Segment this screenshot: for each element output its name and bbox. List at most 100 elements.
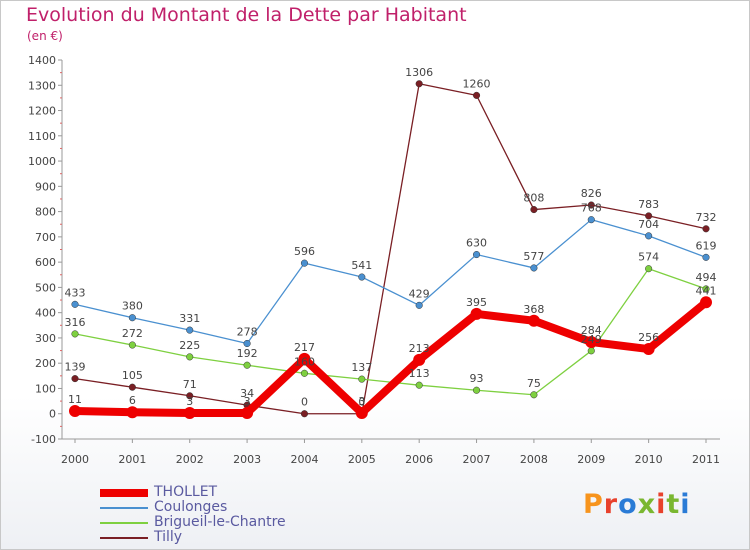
x-tick-label: 2010 <box>635 453 663 466</box>
data-label: 75 <box>527 377 541 390</box>
y-tick-label: -100 <box>31 433 56 446</box>
data-point <box>472 386 481 394</box>
data-label: 316 <box>65 316 86 329</box>
proxiti-logo: Proxiti <box>583 489 691 520</box>
data-label: 34 <box>240 387 254 400</box>
x-tick-label: 2000 <box>61 453 89 466</box>
x-tick-label: 2002 <box>176 453 204 466</box>
data-point <box>358 375 366 383</box>
data-point <box>415 80 423 88</box>
legend-swatch <box>100 522 148 524</box>
logo-letter: i <box>656 489 667 520</box>
data-label: 160 <box>294 355 315 368</box>
data-label: 494 <box>696 271 717 284</box>
data-label: 225 <box>179 339 200 352</box>
data-label: 826 <box>581 187 602 200</box>
data-point <box>530 264 538 272</box>
data-point <box>642 343 655 356</box>
y-tick-label: 1400 <box>28 54 56 67</box>
y-tick-label: 1100 <box>28 130 56 143</box>
y-tick-label: 0 <box>49 408 56 421</box>
data-point <box>71 300 79 308</box>
logo-letter: P <box>583 489 604 520</box>
legend-swatch <box>100 507 148 509</box>
data-point <box>128 314 136 322</box>
y-tick-label: 1300 <box>28 79 56 92</box>
data-point <box>300 410 309 418</box>
y-tick-label: 700 <box>35 231 56 244</box>
data-point <box>186 392 194 400</box>
data-label: 783 <box>638 198 659 211</box>
data-point <box>128 341 136 349</box>
data-label: 395 <box>466 296 487 309</box>
data-label: 768 <box>581 202 602 215</box>
data-point <box>530 206 538 214</box>
data-label: 256 <box>638 331 659 344</box>
data-label: 139 <box>65 361 86 374</box>
x-tick-label: 2009 <box>577 453 605 466</box>
data-point <box>645 212 653 220</box>
data-label: 619 <box>696 239 717 252</box>
x-tick-label: 2007 <box>463 453 491 466</box>
y-tick-label: 1200 <box>28 105 56 118</box>
data-point <box>69 404 81 417</box>
legend-swatch <box>100 537 148 539</box>
data-label: 3 <box>358 395 365 408</box>
y-tick-label: 800 <box>35 206 56 219</box>
data-label: 213 <box>409 342 430 355</box>
data-point <box>415 301 423 309</box>
data-label: 331 <box>179 312 200 325</box>
data-label: 433 <box>65 286 86 299</box>
data-point <box>702 285 710 293</box>
data-point <box>243 361 251 369</box>
data-point <box>645 265 653 273</box>
data-point <box>702 225 710 233</box>
data-point <box>530 391 538 399</box>
x-tick-label: 2001 <box>118 453 146 466</box>
data-point <box>587 201 595 209</box>
data-label: 272 <box>122 327 143 340</box>
data-point <box>472 251 481 259</box>
data-label: 3 <box>244 395 251 408</box>
data-point <box>128 383 136 391</box>
y-tick-label: 600 <box>35 256 56 269</box>
data-point <box>415 381 423 389</box>
data-point <box>300 369 309 377</box>
data-point <box>413 353 426 366</box>
data-label: 217 <box>294 341 315 354</box>
legend-label: Coulonges <box>154 499 228 515</box>
data-label: 11 <box>68 393 82 406</box>
data-label: 0 <box>358 396 365 409</box>
logo-letter: x <box>637 489 657 520</box>
data-label: 284 <box>581 324 602 337</box>
series-line-coulonges <box>74 219 707 345</box>
data-point <box>700 296 712 309</box>
data-label: 249 <box>581 333 602 346</box>
data-point <box>527 314 540 327</box>
data-point <box>645 232 653 240</box>
data-point <box>355 406 368 419</box>
data-label: 368 <box>523 303 544 316</box>
data-label: 137 <box>351 361 372 374</box>
data-label: 3 <box>186 395 193 408</box>
logo-letter: i <box>680 489 691 520</box>
series-line-thollet <box>71 298 710 417</box>
data-label: 429 <box>409 287 430 300</box>
y-tick-label: 500 <box>35 281 56 294</box>
y-tick-label: 300 <box>35 332 56 345</box>
data-label: 1306 <box>405 66 433 79</box>
data-point <box>702 253 710 261</box>
legend-swatch <box>100 489 148 497</box>
data-point <box>298 352 311 365</box>
data-point <box>470 307 483 320</box>
data-label: 541 <box>351 259 372 272</box>
data-point <box>126 406 139 419</box>
data-label: 113 <box>409 367 430 380</box>
data-label: 380 <box>122 300 143 313</box>
data-point <box>71 375 79 383</box>
legend-label: Brigueil-le-Chantre <box>154 514 286 530</box>
legend-label: THOLLET <box>154 484 218 500</box>
data-label: 596 <box>294 245 315 258</box>
data-label: 6 <box>129 394 136 407</box>
